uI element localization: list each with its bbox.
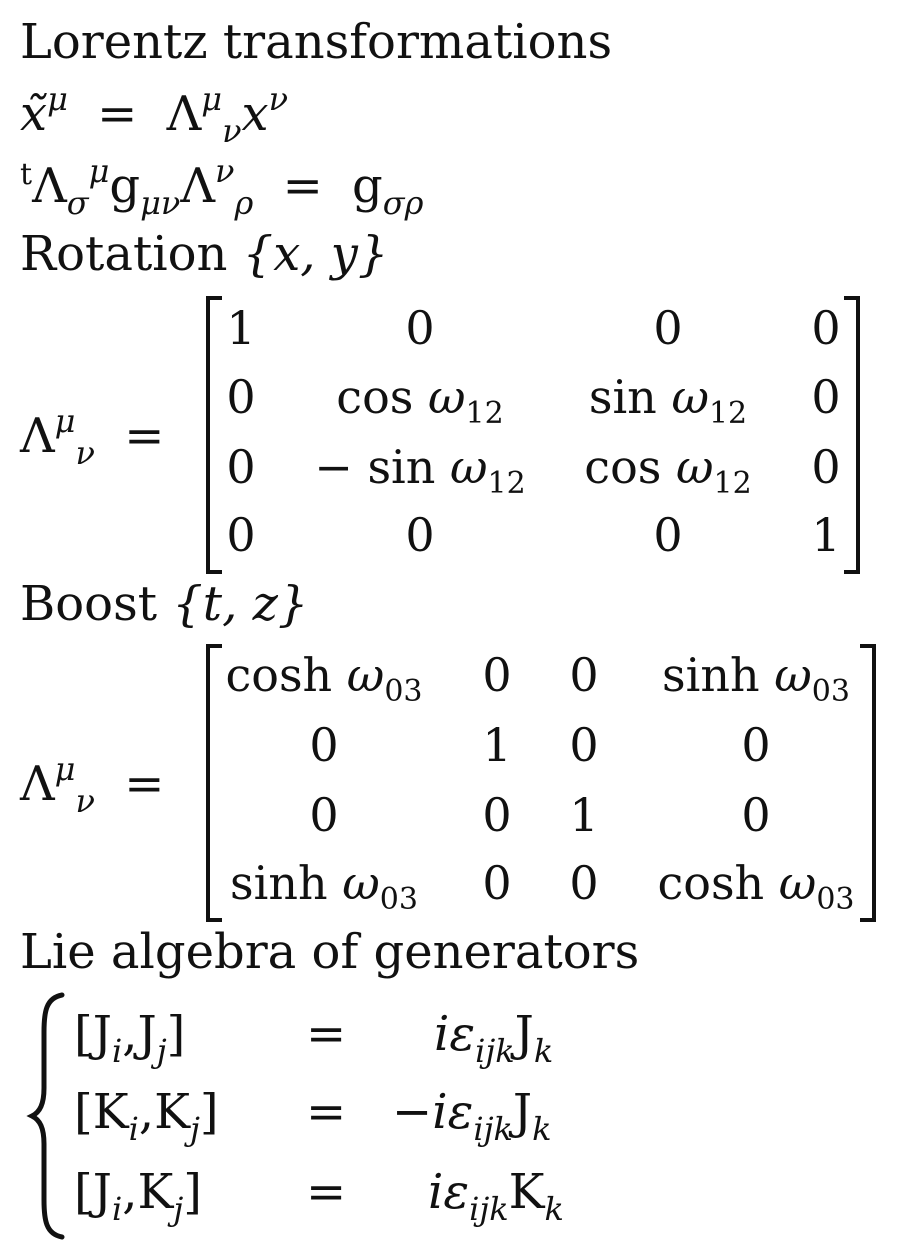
metric-lambda-1-sup: μ bbox=[88, 152, 110, 190]
rotation-eq: = bbox=[124, 408, 165, 464]
rotation-lambda-sub: ν bbox=[75, 434, 95, 472]
boost-matrix-lhs: Λμν = bbox=[20, 753, 164, 817]
metric-rhs: g bbox=[352, 158, 383, 214]
rotation-cell-r3c4: 0 bbox=[811, 440, 841, 494]
commutator-eq-1: = bbox=[306, 1006, 347, 1062]
transform-lambda-sub: ν bbox=[222, 112, 242, 150]
metric-lambda-1: Λ bbox=[32, 158, 67, 214]
rotation-right-bracket bbox=[844, 296, 860, 574]
boost-cell-r4c4: cosh ω03 bbox=[657, 856, 855, 917]
rotation-cell-r2c4: 0 bbox=[811, 370, 841, 424]
boost-cell-r1c4: sinh ω03 bbox=[662, 648, 850, 709]
boost-cell-r3c3: 1 bbox=[569, 788, 599, 842]
rotation-heading: Rotation {x, y} bbox=[20, 230, 388, 278]
rotation-cell-r4c4: 1 bbox=[811, 508, 841, 562]
boost-cell-r2c1: 0 bbox=[309, 718, 339, 772]
transform-var-sup: ν bbox=[268, 80, 289, 118]
boost-vars: {t, z} bbox=[172, 576, 309, 632]
rotation-left-bracket bbox=[206, 296, 222, 574]
rotation-cell-r2c2: cos ω12 bbox=[336, 370, 504, 431]
transform-lhs-sup: μ bbox=[47, 80, 68, 118]
commutator-rhs-1: iεijkJk bbox=[434, 1006, 554, 1070]
metric-g-sub: μν bbox=[140, 184, 181, 222]
boost-cell-r2c3: 0 bbox=[569, 718, 599, 772]
rotation-lambda: Λ bbox=[20, 408, 55, 464]
commutator-lhs-3: [Ji,Kj] bbox=[74, 1164, 202, 1228]
boost-label: Boost bbox=[20, 576, 157, 632]
metric-lambda-2-sub: ρ bbox=[234, 184, 254, 222]
boost-cell-r4c2: 0 bbox=[482, 856, 512, 910]
boost-eq: = bbox=[124, 756, 165, 812]
boost-lambda-sub: ν bbox=[75, 782, 95, 820]
metric-eq: = bbox=[282, 158, 323, 214]
boost-cell-r4c1: sinh ω03 bbox=[230, 856, 418, 917]
commutator-eq-3: = bbox=[306, 1164, 347, 1220]
rotation-cell-r4c1: 0 bbox=[226, 508, 256, 562]
section-title: Lorentz transformations bbox=[20, 14, 613, 70]
rotation-cell-r1c3: 0 bbox=[653, 301, 683, 355]
transform-lhs: x̃ bbox=[20, 86, 48, 142]
transform-lambda: Λ bbox=[166, 86, 202, 142]
metric-lambda-2-sup: ν bbox=[215, 152, 235, 190]
rotation-cell-r4c2: 0 bbox=[405, 508, 435, 562]
transform-equation: x̃μ = Λμνxν bbox=[20, 83, 288, 147]
boost-cell-r3c1: 0 bbox=[309, 788, 339, 842]
rotation-cell-r2c3: sin ω12 bbox=[588, 370, 748, 431]
commutator-eq-2: = bbox=[306, 1084, 347, 1140]
boost-cell-r1c1: cosh ω03 bbox=[225, 648, 423, 709]
rotation-cell-r1c4: 0 bbox=[811, 301, 841, 355]
boost-left-bracket bbox=[206, 644, 222, 922]
commutator-rhs-2: −iεijkJk bbox=[392, 1084, 552, 1148]
boost-cell-r4c3: 0 bbox=[569, 856, 599, 910]
rotation-cell-r4c3: 0 bbox=[653, 508, 683, 562]
commutator-lhs-2: [Ki,Kj] bbox=[74, 1084, 219, 1148]
metric-equation: tΛσμgμνΛνρ = gσρ bbox=[20, 155, 423, 219]
boost-heading: Boost {t, z} bbox=[20, 580, 308, 628]
boost-cell-r2c2: 1 bbox=[482, 718, 512, 772]
metric-transpose: t bbox=[20, 157, 33, 192]
transform-eq: = bbox=[97, 86, 138, 142]
rotation-label: Rotation bbox=[20, 226, 228, 282]
boost-lambda-sup: μ bbox=[54, 750, 76, 788]
boost-cell-r1c2: 0 bbox=[482, 648, 512, 702]
boost-lambda: Λ bbox=[20, 756, 55, 812]
metric-g: g bbox=[109, 158, 141, 214]
metric-lambda-1-sub: σ bbox=[66, 184, 89, 222]
rotation-matrix-lhs: Λμν = bbox=[20, 405, 164, 469]
transform-lambda-sup: μ bbox=[201, 80, 223, 118]
transform-var: x bbox=[241, 86, 269, 142]
boost-cell-r3c4: 0 bbox=[741, 788, 771, 842]
metric-rhs-sub: σρ bbox=[382, 184, 424, 222]
commutator-lhs-1: [Ji,Jj] bbox=[74, 1006, 186, 1070]
rotation-cell-r3c2: − sin ω12 bbox=[314, 440, 526, 501]
boost-right-bracket bbox=[860, 644, 876, 922]
rotation-cell-r1c1: 1 bbox=[226, 301, 256, 355]
rotation-cell-r3c3: cos ω12 bbox=[584, 440, 752, 501]
commutator-rhs-3: iεijkKk bbox=[428, 1164, 564, 1228]
rotation-vars: {x, y} bbox=[242, 226, 389, 282]
rotation-cell-r3c1: 0 bbox=[226, 440, 256, 494]
lie-heading: Lie algebra of generators bbox=[20, 924, 640, 980]
rotation-lambda-sup: μ bbox=[54, 402, 76, 440]
boost-cell-r3c2: 0 bbox=[482, 788, 512, 842]
left-brace bbox=[26, 992, 65, 1240]
boost-cell-r2c4: 0 bbox=[741, 718, 771, 772]
metric-lambda-2: Λ bbox=[180, 158, 216, 214]
rotation-cell-r2c1: 0 bbox=[226, 370, 256, 424]
boost-cell-r1c3: 0 bbox=[569, 648, 599, 702]
rotation-cell-r1c2: 0 bbox=[405, 301, 435, 355]
